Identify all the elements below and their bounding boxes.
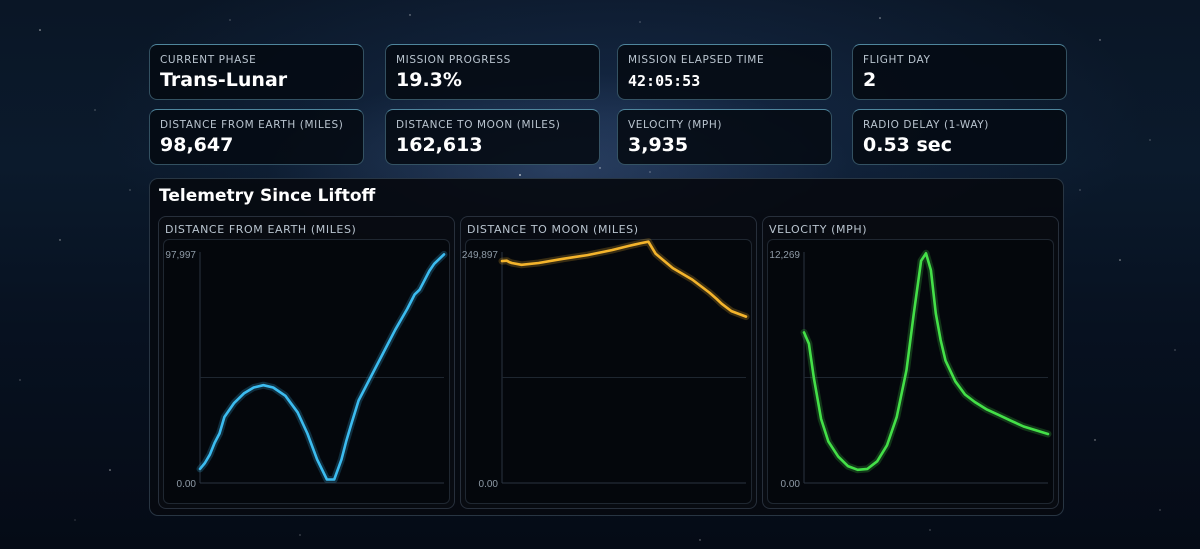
stat-value: 0.53 sec [863,134,952,156]
chart-distance-to-moon: DISTANCE TO MOON (MILES) 249,897 0.00 [460,216,757,509]
stat-label: FLIGHT DAY [863,54,931,66]
stat-card-distance-to-moon: DISTANCE TO MOON (MILES) 162,613 [385,109,600,165]
stat-value: 19.3% [396,69,462,91]
stat-label: DISTANCE FROM EARTH (MILES) [160,119,344,131]
y-tick-label-max: 12,269 [769,250,800,261]
stat-label: VELOCITY (MPH) [628,119,723,131]
series-line [500,240,748,318]
y-tick-label-max: 249,897 [462,250,499,261]
stat-card-flight-day: FLIGHT DAY 2 [852,44,1067,100]
chart-distance-from-earth: DISTANCE FROM EARTH (MILES) 97,997 0.00 [158,216,455,509]
y-tick-label-min: 0.00 [479,479,499,490]
stat-value: 98,647 [160,134,234,156]
stat-label: DISTANCE TO MOON (MILES) [396,119,561,131]
stat-value: 42:05:53 [628,72,701,90]
y-tick-label-min: 0.00 [781,479,801,490]
chart-velocity: VELOCITY (MPH) 12,269 0.00 [762,216,1059,509]
stat-card-radio-delay: RADIO DELAY (1-WAY) 0.53 sec [852,109,1067,165]
chart-title: VELOCITY (MPH) [769,223,868,236]
stat-card-distance-from-earth: DISTANCE FROM EARTH (MILES) 98,647 [149,109,364,165]
telemetry-title: Telemetry Since Liftoff [159,186,376,206]
stat-card-mission-elapsed-time: MISSION ELAPSED TIME 42:05:53 [617,44,832,100]
stat-label: RADIO DELAY (1-WAY) [863,119,989,131]
chart-plot-area: 97,997 0.00 [163,239,450,504]
stat-card-mission-progress: MISSION PROGRESS 19.3% [385,44,600,100]
stat-card-current-phase: CURRENT PHASE Trans-Lunar [149,44,364,100]
series-line-glow [800,249,1052,474]
series-line-glow [498,238,750,321]
series-line [802,252,1050,472]
stat-label: CURRENT PHASE [160,54,257,66]
chart-plot-area: 12,269 0.00 [767,239,1054,504]
series-line-glow [196,250,448,483]
chart-svg-distance-from-earth: 97,997 0.00 [165,250,448,490]
stat-card-velocity: VELOCITY (MPH) 3,935 [617,109,832,165]
stat-label: MISSION PROGRESS [396,54,511,66]
stat-value: Trans-Lunar [160,69,288,91]
stat-value: 2 [863,69,877,91]
chart-title: DISTANCE FROM EARTH (MILES) [165,223,357,236]
stat-value: 162,613 [396,134,483,156]
y-tick-label-min: 0.00 [177,479,197,490]
stat-label: MISSION ELAPSED TIME [628,54,765,66]
stat-value: 3,935 [628,134,689,156]
chart-title: DISTANCE TO MOON (MILES) [467,223,639,236]
chart-svg-distance-to-moon: 249,897 0.00 [462,238,750,490]
chart-svg-velocity: 12,269 0.00 [769,249,1052,490]
series-line [198,253,446,481]
chart-plot-area: 249,897 0.00 [462,238,752,504]
telemetry-panel: Telemetry Since Liftoff DISTANCE FROM EA… [149,178,1064,516]
y-tick-label-max: 97,997 [165,250,196,261]
